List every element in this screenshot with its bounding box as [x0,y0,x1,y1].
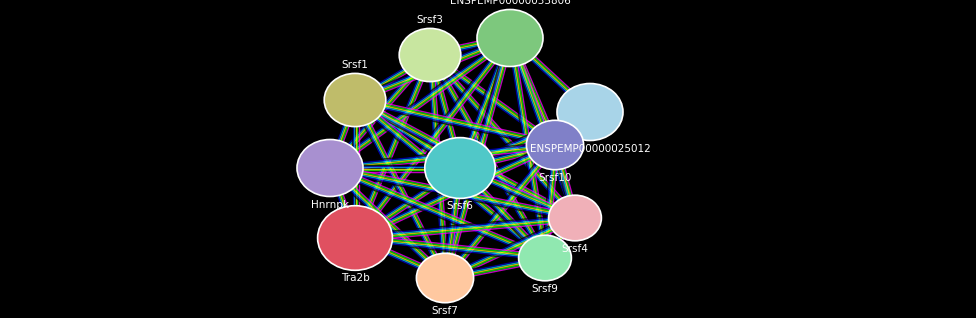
Text: ENSPEMP00000035806: ENSPEMP00000035806 [450,0,570,6]
Text: Srsf9: Srsf9 [532,284,558,294]
Text: Srsf4: Srsf4 [561,244,589,254]
Text: Tra2b: Tra2b [341,273,369,283]
Ellipse shape [549,195,601,241]
Text: Srsf3: Srsf3 [417,15,443,25]
Text: Srsf10: Srsf10 [539,173,572,183]
Ellipse shape [417,253,473,303]
Ellipse shape [557,84,623,141]
Text: Hnrnpk: Hnrnpk [311,199,349,210]
Ellipse shape [425,138,495,198]
Text: ENSPEMP00000025012: ENSPEMP00000025012 [530,143,650,154]
Ellipse shape [526,120,584,170]
Ellipse shape [399,28,461,82]
Ellipse shape [297,140,363,197]
Ellipse shape [518,235,571,281]
Text: Srsf6: Srsf6 [447,201,473,211]
Text: Srsf1: Srsf1 [342,60,368,70]
Ellipse shape [477,10,543,66]
Text: Srsf7: Srsf7 [431,306,459,316]
Ellipse shape [317,206,392,270]
Ellipse shape [324,73,386,127]
